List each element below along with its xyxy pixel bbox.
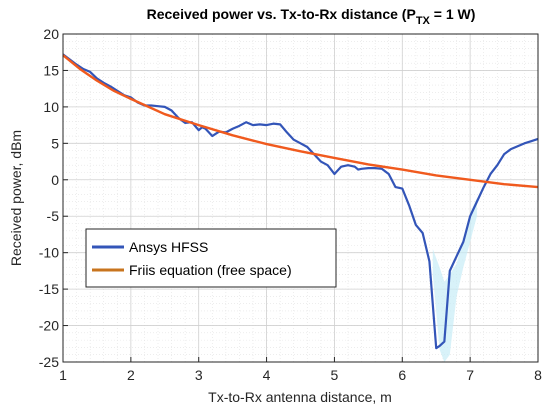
chart-title: Received power vs. Tx-to-Rx distance (PT… <box>147 6 476 27</box>
legend-label-ansys-hfss: Ansys HFSS <box>129 239 208 255</box>
y-tick-label: -25 <box>39 354 59 370</box>
x-tick-label: 1 <box>59 367 67 383</box>
y-tick-label: -20 <box>39 318 59 334</box>
x-tick-label: 8 <box>534 367 542 383</box>
x-tick-label: 2 <box>127 367 135 383</box>
y-tick-label: 10 <box>43 99 59 115</box>
y-tick-label: 5 <box>51 135 59 151</box>
legend-label-friis: Friis equation (free space) <box>129 262 292 278</box>
y-tick-label: 15 <box>43 62 59 78</box>
series-line-friis <box>62 54 539 189</box>
y-tick-label: -5 <box>47 208 60 224</box>
y-tick-label: 20 <box>43 26 59 42</box>
plot-frame <box>62 33 539 363</box>
chart-title-tail: = 1 W) <box>430 6 476 22</box>
series-layer <box>62 53 539 350</box>
y-tick-label: -15 <box>39 281 59 297</box>
tick-layer: 1 2 3 4 5 6 7 8 20 15 10 5 0 -5 -10 -15 -20 -25 <box>39 26 542 383</box>
shaded-band-layer <box>432 198 477 362</box>
x-tick-label: 7 <box>466 367 474 383</box>
legend: Ansys HFSS Friis equation (free space) <box>85 228 337 288</box>
x-tick-label: 5 <box>331 367 339 383</box>
legend-box <box>85 228 337 288</box>
x-tick-label: 3 <box>195 367 203 383</box>
y-tick-label: -10 <box>39 245 59 261</box>
chart-title-main: Received power vs. Tx-to-Rx distance (P <box>147 6 416 22</box>
y-axis-label: Received power, dBm <box>8 130 24 266</box>
chart-title-subscript: TX <box>416 15 431 27</box>
x-tick-label: 6 <box>398 367 406 383</box>
y-tick-label: 0 <box>51 172 59 188</box>
x-tick-label: 4 <box>263 367 271 383</box>
uncertainty-band <box>432 198 477 362</box>
x-axis-label: Tx-to-Rx antenna distance, m <box>208 389 392 405</box>
